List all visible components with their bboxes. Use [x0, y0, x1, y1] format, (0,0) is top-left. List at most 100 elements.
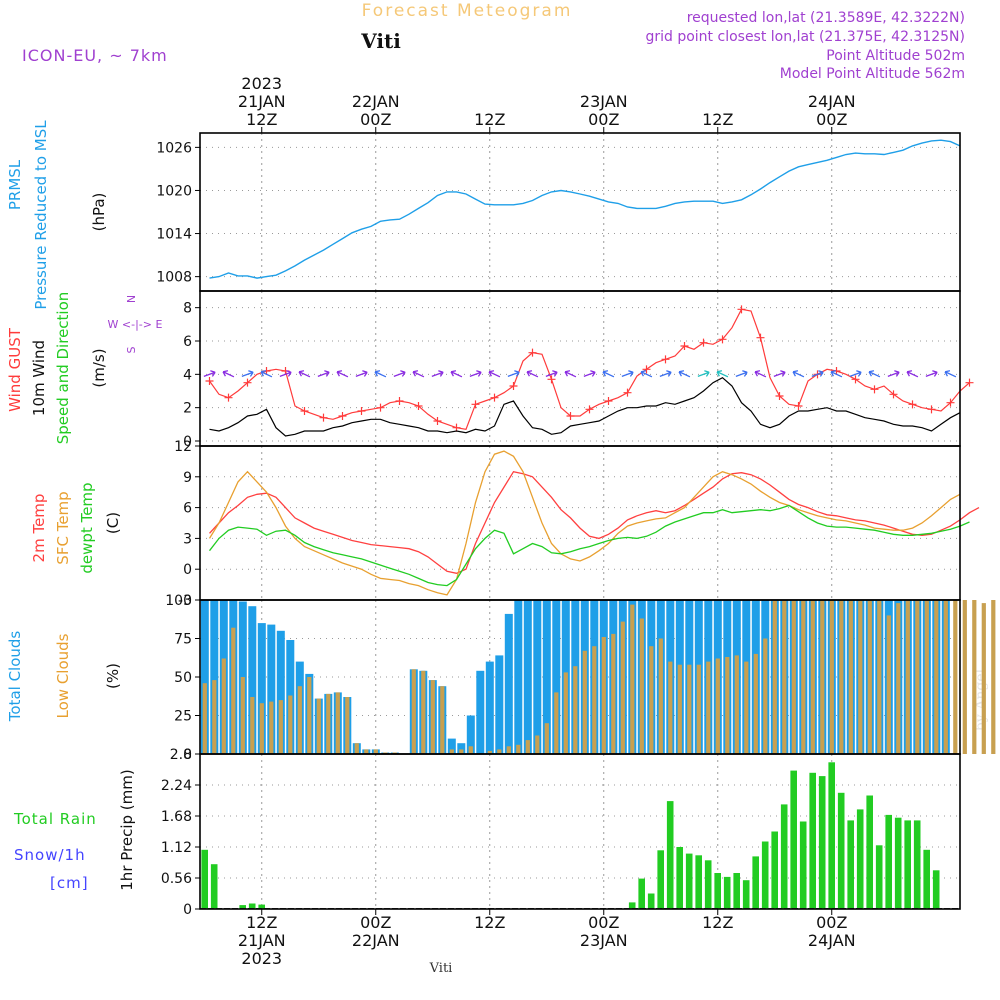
low-cloud-bar [725, 657, 730, 754]
wind-arrow [488, 370, 501, 378]
pressure-ylabel-1: PRMSL [6, 159, 24, 210]
low-cloud-bar [440, 686, 445, 754]
bottom-time-label: 22JAN [352, 931, 400, 950]
wind-arrow [678, 370, 691, 378]
wind-arrow [412, 370, 425, 378]
y-tick-label-clouds: 50 [174, 670, 192, 686]
gust-marker [395, 397, 404, 405]
low-cloud-bar [924, 600, 929, 754]
total-cloud-bar [523, 600, 532, 754]
rain-bar [913, 820, 921, 909]
compass-north: N [125, 295, 138, 303]
low-cloud-bar [630, 604, 635, 754]
y-tick-label-wind: 6 [183, 334, 192, 350]
wind-arrow [773, 370, 786, 377]
wind-ylabel-wind: 10m Wind [30, 340, 48, 416]
y-tick-label-wind: 0 [183, 434, 192, 450]
wind-arrow-shape [564, 370, 577, 378]
bottom-time-label: 00Z [816, 913, 847, 932]
wind-arrow-shape [336, 370, 349, 378]
wind-ylabel-gust: Wind GUST [6, 327, 24, 412]
gust-marker [661, 355, 670, 364]
gust-marker [319, 413, 328, 422]
low-cloud-bar [620, 621, 625, 754]
wind-arrow-shape [450, 370, 463, 378]
wind-arrow-shape [773, 370, 786, 377]
y-tick-label-precip: 2.24 [161, 778, 192, 794]
wind-arrow-shape [279, 370, 292, 377]
wind-arrow [241, 370, 254, 377]
wind-arrow [906, 370, 919, 378]
wind-arrow [811, 370, 824, 377]
low-cloud-bar [820, 600, 825, 754]
total-cloud-bar [457, 743, 466, 754]
rain-bar [771, 831, 778, 909]
bottom-time-label: 23JAN [580, 931, 628, 950]
compass-we: W <-|-> E [108, 318, 163, 331]
precip-ylabel-units: 1hr Precip (mm) [118, 769, 136, 890]
grid-point-coords: grid point closest lon,lat (21.375E, 42.… [645, 29, 965, 45]
wind-arrow [526, 370, 539, 378]
wind-arrow-shape [678, 370, 691, 378]
wind-arrow-shape [222, 370, 235, 378]
low-cloud-bar [886, 615, 891, 754]
rain-bar [742, 880, 750, 909]
rain-bar [780, 804, 788, 909]
wind-arrow-shape [621, 370, 634, 377]
low-cloud-bar [468, 746, 473, 754]
low-cloud-bar [905, 600, 910, 754]
wind-arrow [849, 370, 862, 377]
wind-arrow [469, 370, 482, 377]
clouds-ylabel-low: Low Clouds [54, 633, 72, 718]
total-cloud-bar [210, 600, 219, 754]
wind-arrow-shape [640, 370, 653, 378]
wind-arrow [944, 370, 957, 378]
low-cloud-bar [516, 744, 521, 754]
rain-bar [201, 849, 208, 909]
wind-arrow [830, 370, 843, 378]
wind-arrow-shape [811, 370, 824, 377]
low-cloud-bar [316, 698, 321, 754]
low-cloud-bar [269, 701, 274, 754]
wind-ylabel-units: (m/s) [90, 348, 108, 387]
low-cloud-bar [250, 697, 255, 754]
low-cloud-bar [297, 686, 302, 754]
total-cloud-bar [248, 606, 257, 754]
rain-bar [704, 860, 712, 909]
low-cloud-bar [364, 749, 369, 754]
rain-bar [714, 873, 721, 909]
wind-arrow [925, 370, 938, 377]
temp-ylabel-2m: 2m Temp [30, 494, 48, 563]
low-cloud-bar [221, 658, 226, 754]
total-cloud-bar [257, 623, 266, 754]
low-cloud-bar [259, 703, 264, 754]
wind-arrow-shape [697, 370, 710, 377]
pressure-ylabel-units: (hPa) [90, 193, 108, 232]
total-cloud-bar [267, 624, 276, 754]
gust-marker [927, 405, 936, 414]
top-time-label: 21JAN [238, 92, 286, 111]
wind-arrow-shape [298, 370, 311, 378]
main-title: Forecast Meteogram [362, 1, 573, 21]
model-label: ICON-EU, ~ 7km [22, 46, 168, 65]
wind-arrow-shape [849, 370, 862, 377]
y-tick-label-clouds: 100 [165, 593, 192, 609]
y-tick-label-temperature: 3 [183, 531, 192, 547]
low-cloud-bar [601, 637, 606, 754]
low-cloud-bar [858, 600, 863, 754]
wind-ylabel-dir: Speed and Direction [54, 292, 72, 445]
wind-arrow [450, 370, 463, 378]
y-tick-label-precip: 1.68 [161, 809, 192, 825]
low-cloud-bar [202, 683, 207, 754]
low-cloud-bar [829, 600, 834, 754]
low-cloud-bar [677, 664, 682, 754]
rain-bar [790, 770, 797, 909]
total-cloud-bar [495, 655, 504, 754]
gust-marker [528, 348, 537, 357]
wind-arrow-shape [317, 370, 330, 377]
rain-bar [923, 849, 930, 909]
gust-marker [889, 390, 898, 399]
y-tick-label-temperature: 9 [183, 470, 192, 486]
bottom-time-label: 12Z [246, 913, 277, 932]
rain-bar [685, 853, 693, 909]
